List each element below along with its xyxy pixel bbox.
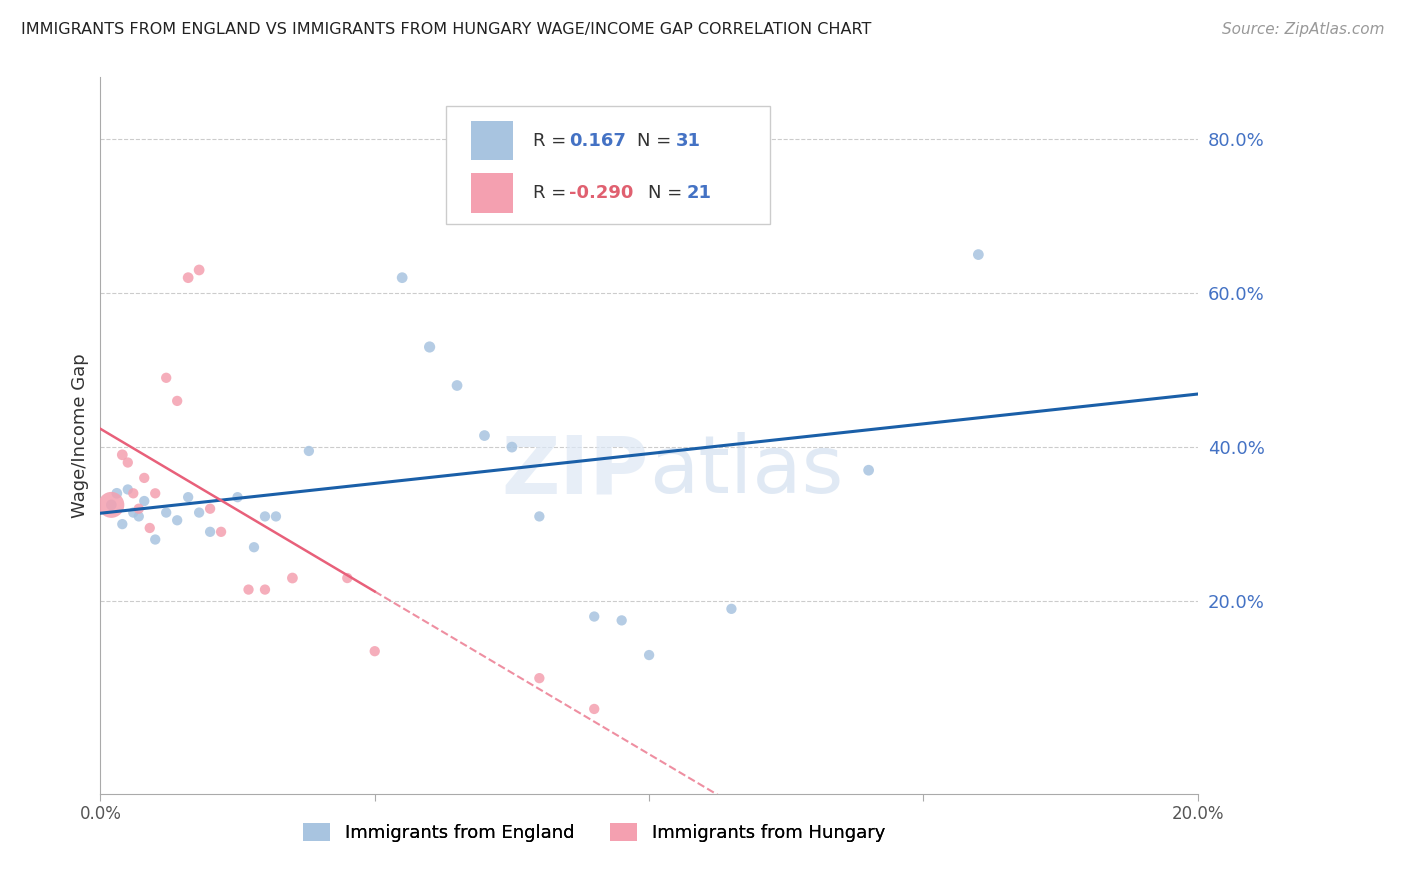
Text: N =: N = xyxy=(648,184,682,202)
Point xyxy=(155,371,177,385)
Point xyxy=(501,440,523,454)
Text: -0.290: -0.290 xyxy=(569,184,633,202)
Point xyxy=(364,644,387,658)
Point xyxy=(610,614,633,628)
Point xyxy=(281,571,304,585)
Point xyxy=(238,582,260,597)
Point xyxy=(166,513,188,527)
FancyBboxPatch shape xyxy=(471,121,513,161)
Point xyxy=(583,609,606,624)
Point xyxy=(529,509,551,524)
Point xyxy=(226,490,249,504)
Text: ZIP: ZIP xyxy=(502,433,650,510)
Point xyxy=(446,378,468,392)
Point xyxy=(111,517,134,532)
Point xyxy=(188,263,211,277)
Point xyxy=(117,456,139,470)
Point xyxy=(298,444,321,458)
Point xyxy=(143,486,166,500)
Point xyxy=(188,506,211,520)
Text: 21: 21 xyxy=(686,184,711,202)
Point xyxy=(128,509,150,524)
Text: 0.167: 0.167 xyxy=(569,132,626,150)
Point xyxy=(665,197,688,211)
Point xyxy=(177,270,200,285)
Point xyxy=(143,533,166,547)
Point xyxy=(100,498,122,512)
Point xyxy=(198,524,221,539)
Text: N =: N = xyxy=(637,132,671,150)
Point xyxy=(155,506,177,520)
Point xyxy=(253,509,276,524)
Point xyxy=(638,648,661,662)
Text: atlas: atlas xyxy=(650,433,844,510)
Text: R =: R = xyxy=(533,184,567,202)
Text: IMMIGRANTS FROM ENGLAND VS IMMIGRANTS FROM HUNGARY WAGE/INCOME GAP CORRELATION C: IMMIGRANTS FROM ENGLAND VS IMMIGRANTS FR… xyxy=(21,22,872,37)
Point xyxy=(100,498,122,512)
FancyBboxPatch shape xyxy=(471,173,513,212)
Point xyxy=(134,471,156,485)
FancyBboxPatch shape xyxy=(446,106,770,224)
Point xyxy=(529,671,551,685)
Point xyxy=(474,428,496,442)
Point xyxy=(264,509,287,524)
Point xyxy=(122,506,145,520)
Point xyxy=(177,490,200,504)
Point xyxy=(391,270,413,285)
Text: 31: 31 xyxy=(675,132,700,150)
Y-axis label: Wage/Income Gap: Wage/Income Gap xyxy=(72,353,89,518)
Legend: Immigrants from England, Immigrants from Hungary: Immigrants from England, Immigrants from… xyxy=(297,815,893,849)
Point xyxy=(166,393,188,408)
Point xyxy=(128,501,150,516)
Point xyxy=(583,702,606,716)
Point xyxy=(139,521,162,535)
Point xyxy=(720,602,742,616)
Point xyxy=(111,448,134,462)
Point xyxy=(117,483,139,497)
Point xyxy=(967,247,990,261)
Point xyxy=(858,463,880,477)
Point xyxy=(134,494,156,508)
Point xyxy=(105,486,128,500)
Text: R =: R = xyxy=(533,132,567,150)
Point xyxy=(122,486,145,500)
Point xyxy=(198,501,221,516)
Point xyxy=(419,340,441,354)
Text: Source: ZipAtlas.com: Source: ZipAtlas.com xyxy=(1222,22,1385,37)
Point xyxy=(336,571,359,585)
Point xyxy=(253,582,276,597)
Point xyxy=(209,524,232,539)
Point xyxy=(243,540,266,554)
